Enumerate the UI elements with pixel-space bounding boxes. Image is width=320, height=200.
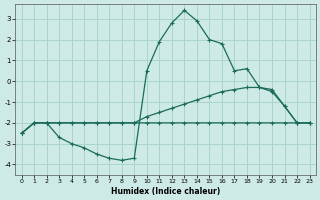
X-axis label: Humidex (Indice chaleur): Humidex (Indice chaleur) bbox=[111, 187, 220, 196]
